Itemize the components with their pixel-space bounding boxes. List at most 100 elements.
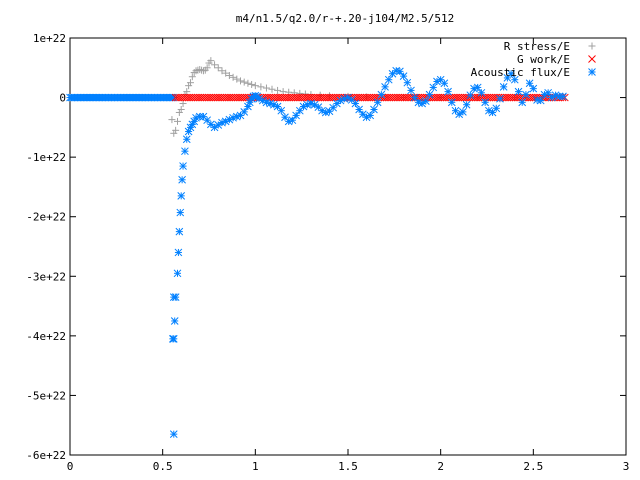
acoustic-flux-point [429, 83, 438, 92]
acoustic-flux-point [381, 82, 389, 91]
x-tick-label: 0 [67, 460, 74, 473]
acoustic-flux-point [536, 96, 545, 105]
r-stress-point [229, 73, 237, 81]
acoustic-flux-point [477, 88, 486, 97]
r-stress-point [203, 64, 211, 72]
r-stress-point [172, 126, 180, 134]
acoustic-flux-point [292, 111, 300, 120]
acoustic-flux-point [407, 86, 415, 95]
r-stress-point [400, 94, 408, 102]
acoustic-flux-point [277, 106, 286, 115]
acoustic-flux-point [529, 84, 538, 93]
r-stress-point [214, 64, 222, 72]
legend-label: Acoustic flux/E [471, 66, 570, 79]
r-stress-point [211, 61, 219, 69]
acoustic-flux-point [447, 98, 456, 107]
acoustic-flux-point [514, 87, 523, 96]
acoustic-flux-point [310, 100, 319, 109]
acoustic-flux-point [396, 67, 404, 76]
x-tick-label: 1.5 [338, 460, 358, 473]
acoustic-flux-point [481, 98, 490, 107]
acoustic-flux-point [236, 111, 245, 120]
acoustic-flux-point [473, 83, 482, 92]
axis-ticks: 0 0.5 1 1.5 2 2.5 3 1e+22 0 -1e+22 -2e+22 -3e+22 -4e… [26, 32, 629, 473]
r-stress-point [196, 66, 204, 74]
acoustic-flux-point [421, 97, 430, 105]
acoustic-flux-point [169, 334, 178, 343]
r-stress-point [274, 86, 282, 94]
acoustic-flux-point [182, 135, 191, 144]
r-stress-point [170, 129, 178, 137]
acoustic-flux-point [518, 98, 527, 107]
chart-title: m4/n1.5/q2.0/r-+.20-j104/M2.5/512 [236, 12, 455, 25]
r-stress-point [218, 67, 226, 75]
acoustic-flux-point [355, 105, 363, 114]
acoustic-flux-point [174, 248, 183, 257]
acoustic-flux-point [440, 79, 449, 88]
acoustic-flux-point [459, 108, 467, 116]
acoustic-flux-point [462, 100, 471, 109]
x-tick-label: 3 [623, 460, 630, 473]
acoustic-flux-point [488, 108, 497, 117]
y-tick-label: -6e+22 [26, 449, 66, 462]
acoustic-flux-point [173, 269, 182, 278]
x-tick-label: 2.5 [523, 460, 543, 473]
x-tick-label: 2 [437, 460, 444, 473]
acoustic-flux-point [176, 208, 185, 217]
acoustic-flux-point [333, 99, 341, 108]
r-stress-point [233, 75, 241, 83]
legend-label: G work/E [517, 53, 570, 66]
r-stress-point [168, 116, 176, 124]
r-stress-point [262, 84, 270, 92]
acoustic-flux-point [366, 111, 375, 120]
acoustic-flux-point [373, 98, 382, 107]
acoustic-flux-point [384, 75, 393, 84]
r-stress-point [183, 88, 191, 96]
acoustic-flux-point [425, 90, 434, 99]
acoustic-flux-point [175, 227, 184, 236]
acoustic-flux-point [240, 108, 249, 116]
y-tick-label: -2e+22 [26, 211, 66, 224]
r-stress-point [175, 108, 183, 116]
acoustic-flux-point [388, 69, 397, 78]
acoustic-flux-point [403, 78, 412, 87]
acoustic-flux-point [399, 72, 408, 80]
acoustic-flux-point [377, 90, 386, 99]
acoustic-flux-point [288, 116, 297, 125]
y-tick-label: 0 [59, 92, 66, 105]
legend-swatch [588, 68, 596, 76]
acoustic-flux-point [370, 105, 378, 114]
y-tick-label: -3e+22 [26, 270, 66, 283]
r-stress-point [207, 57, 215, 65]
legend-swatch [588, 55, 596, 63]
acoustic-flux-point [177, 192, 186, 200]
acoustic-flux-point [314, 103, 323, 111]
acoustic-flux-point [525, 79, 534, 88]
y-tick-label: -5e+22 [26, 389, 66, 402]
acoustic-flux-point [492, 104, 501, 113]
acoustic-flux-point [499, 82, 508, 91]
acoustic-flux-point [433, 77, 441, 86]
acoustic-flux-point [466, 91, 475, 100]
acoustic-flux-point [169, 430, 178, 439]
x-tick-label: 1 [252, 460, 259, 473]
acoustic-flux-point [179, 162, 187, 170]
r-stress-point [199, 67, 207, 75]
r-stress-point [192, 67, 200, 75]
acoustic-flux-point [225, 115, 234, 124]
acoustic-flux-point [170, 317, 179, 325]
acoustic-flux-point [510, 75, 519, 84]
y-tick-label: -1e+22 [26, 151, 66, 164]
r-stress-point [225, 72, 233, 80]
r-stress-point [251, 82, 259, 90]
acoustic-flux-point [206, 120, 215, 129]
r-stress-point [248, 80, 256, 88]
r-stress-point [185, 82, 193, 90]
r-stress-point [240, 78, 248, 86]
r-stress-point [237, 77, 245, 85]
acoustic-flux-point [507, 69, 515, 78]
acoustic-flux-point [484, 106, 493, 115]
acoustic-flux-point [181, 147, 189, 156]
